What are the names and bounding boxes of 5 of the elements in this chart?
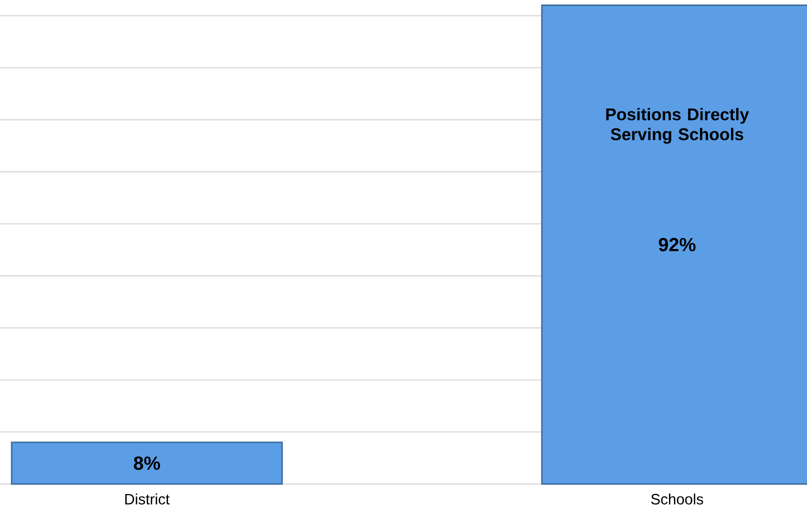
x-tick-label: District	[125, 494, 170, 504]
x-tick-label: Schools	[651, 494, 704, 504]
data-label: 8%	[134, 456, 160, 470]
annotation: Positions Directly Serving Schools	[606, 108, 750, 144]
data-label: 92%	[658, 238, 696, 252]
